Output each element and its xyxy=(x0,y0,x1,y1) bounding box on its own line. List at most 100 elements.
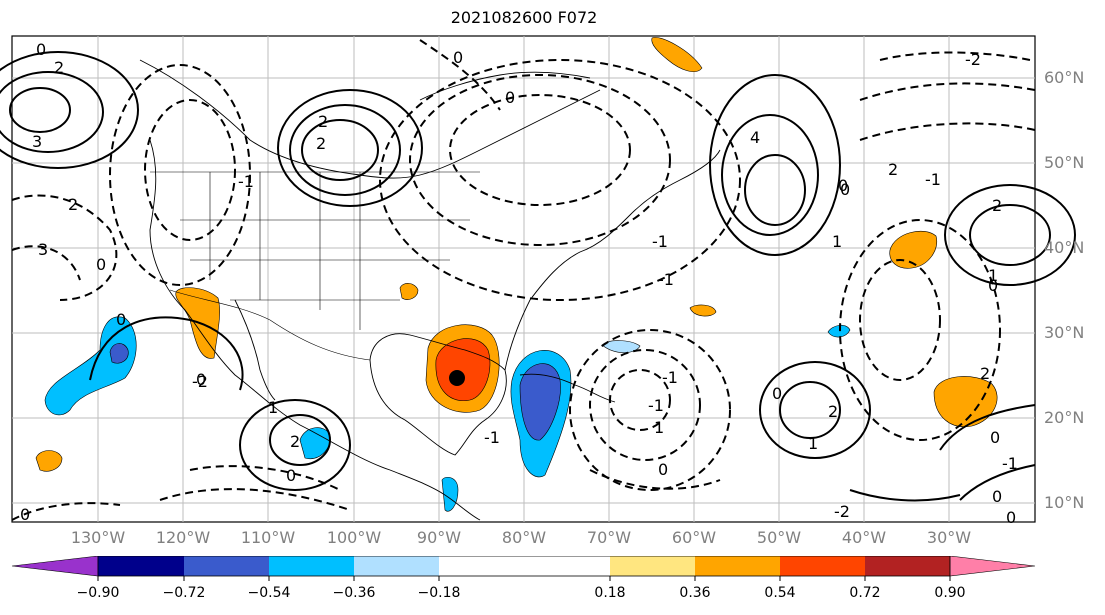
contour-label: 0 xyxy=(453,48,464,67)
contour-label: 3 xyxy=(32,132,43,151)
colorbar-tick-label: 0.36 xyxy=(679,585,711,601)
contour-label: 0 xyxy=(505,88,516,107)
colorbar-segment-7 xyxy=(695,556,780,576)
contour-label: 0 xyxy=(286,466,297,485)
midatlantic-cold-small xyxy=(827,324,851,338)
lat-label-40n: 40°N xyxy=(1044,238,1085,257)
contour-label: -1 xyxy=(484,428,500,447)
contour-label: 0 xyxy=(116,310,127,329)
colorbar-border xyxy=(97,556,951,577)
contour-label: 0 xyxy=(990,428,1001,447)
midatlantic-warm xyxy=(889,230,938,269)
pacific-warm-small xyxy=(35,450,63,472)
shaded-regions xyxy=(35,37,998,512)
atlantic-cold-small xyxy=(601,340,641,353)
contours-positive xyxy=(0,51,1076,502)
contour-label: 4 xyxy=(750,128,761,147)
lon-label-60w: 60°W xyxy=(671,528,717,547)
contour-label: -1 xyxy=(1002,454,1018,473)
colorbar-tick-label: 0.18 xyxy=(594,585,626,601)
contour-label: 1 xyxy=(808,434,819,453)
colorbar-segment-6 xyxy=(610,556,695,576)
lat-label-20n: 20°N xyxy=(1044,408,1085,427)
contour-label: -1 xyxy=(238,172,254,191)
map-title: 2021082600 F072 xyxy=(450,8,598,27)
contours-negative xyxy=(11,39,1036,521)
contour-label: 2 xyxy=(980,364,991,383)
tx-warm-small xyxy=(399,283,419,300)
ca-cold-small xyxy=(441,476,459,512)
contour-label: 0 xyxy=(838,176,849,195)
contour-label: -2 xyxy=(834,502,850,521)
contour-label: 0 xyxy=(20,505,31,524)
colorbar-tick-label: 0.54 xyxy=(764,585,796,601)
azores-warm xyxy=(933,376,998,428)
contour-label: 0 xyxy=(658,460,669,479)
labrador-warm xyxy=(651,37,703,72)
pacific-cold xyxy=(44,316,137,416)
caribbean-cold-inner xyxy=(519,363,561,441)
contour-label: 0 xyxy=(96,255,107,274)
colorbar-segment-10 xyxy=(949,556,1036,577)
pacific-cold-core xyxy=(109,343,129,364)
lon-label-40w: 40°W xyxy=(841,528,887,547)
contour-label: 2 xyxy=(316,134,327,153)
contour-label: 0 xyxy=(196,370,207,389)
lon-label-50w: 50°W xyxy=(756,528,802,547)
storm-center-marker xyxy=(449,370,465,386)
lat-label-30n: 30°N xyxy=(1044,323,1085,342)
contour-label: 3 xyxy=(38,240,49,259)
contour-label: 2 xyxy=(828,402,839,421)
colorbar-segment-9 xyxy=(865,556,950,576)
colorbar-tick-label: −0.90 xyxy=(76,585,120,601)
colorbar-segment-1 xyxy=(98,556,184,576)
contour-label: 2 xyxy=(54,58,65,77)
lon-label-120w: 120°W xyxy=(155,528,211,547)
contour-label: -1 xyxy=(658,270,674,289)
lon-label-90w: 90°W xyxy=(416,528,462,547)
contour-label: 0 xyxy=(36,40,47,59)
contour-label: 2 xyxy=(992,196,1003,215)
colorbar-segment-8 xyxy=(780,556,865,576)
contour-label: 2 xyxy=(318,112,329,131)
lat-label-60n: 60°N xyxy=(1044,68,1085,87)
gulf-warm-inner xyxy=(435,338,491,402)
contour-label: 0 xyxy=(992,487,1003,506)
colorbar-tick-label: −0.18 xyxy=(417,585,461,601)
colorbar-tick-label: −0.54 xyxy=(247,585,291,601)
lon-label-70w: 70°W xyxy=(586,528,632,547)
contour-label: 0 xyxy=(1006,508,1017,527)
contour-label: 0 xyxy=(840,180,851,199)
contour-label: -2 xyxy=(965,50,981,69)
contour-label: 1 xyxy=(268,398,279,417)
lon-label-100w: 100°W xyxy=(326,528,382,547)
colorbar xyxy=(11,556,1036,581)
contour-label: 2 xyxy=(68,195,79,214)
lat-label-10n: 10°N xyxy=(1044,493,1085,512)
contour-label: 1 xyxy=(654,418,665,437)
contour-label: -2 xyxy=(192,372,208,391)
lon-label-30w: 30°W xyxy=(926,528,972,547)
colorbar-segment-3 xyxy=(269,556,354,576)
contour-label: 2 xyxy=(888,160,899,179)
lon-label-130w: 130°W xyxy=(70,528,126,547)
colorbar-tick-label: 0.72 xyxy=(849,585,881,601)
gridlines xyxy=(12,36,1035,522)
colorbar-tick-label: −0.72 xyxy=(162,585,206,601)
contour-label: -1 xyxy=(662,368,678,387)
contour-label: -1 xyxy=(925,170,941,189)
colorbar-segment-4 xyxy=(354,556,439,576)
borders xyxy=(150,171,480,361)
colorbar-tick-label: −0.36 xyxy=(332,585,376,601)
contour-label: 0 xyxy=(988,276,999,295)
contour-label: -1 xyxy=(648,396,664,415)
lat-label-50n: 50°N xyxy=(1044,153,1085,172)
contour-label: 0 xyxy=(772,384,783,403)
colorbar-tick-label: 0.90 xyxy=(934,585,966,601)
contour-label: 1 xyxy=(988,266,999,285)
atlantic-warm-small xyxy=(689,304,717,317)
contour-label: 1 xyxy=(832,232,843,251)
colorbar-segment-0 xyxy=(11,556,99,577)
contour-label: -1 xyxy=(652,232,668,251)
